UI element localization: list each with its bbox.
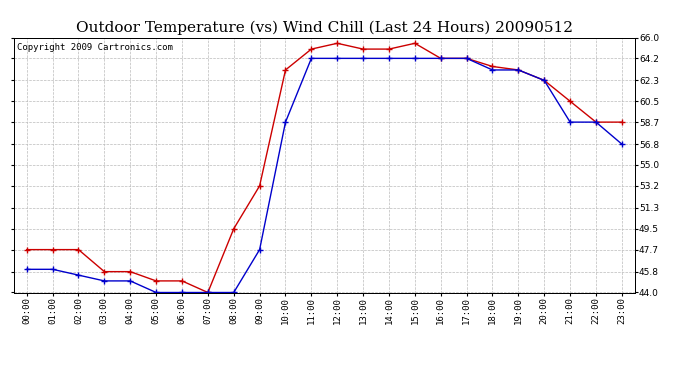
Title: Outdoor Temperature (vs) Wind Chill (Last 24 Hours) 20090512: Outdoor Temperature (vs) Wind Chill (Las… xyxy=(76,21,573,35)
Text: Copyright 2009 Cartronics.com: Copyright 2009 Cartronics.com xyxy=(17,43,172,52)
